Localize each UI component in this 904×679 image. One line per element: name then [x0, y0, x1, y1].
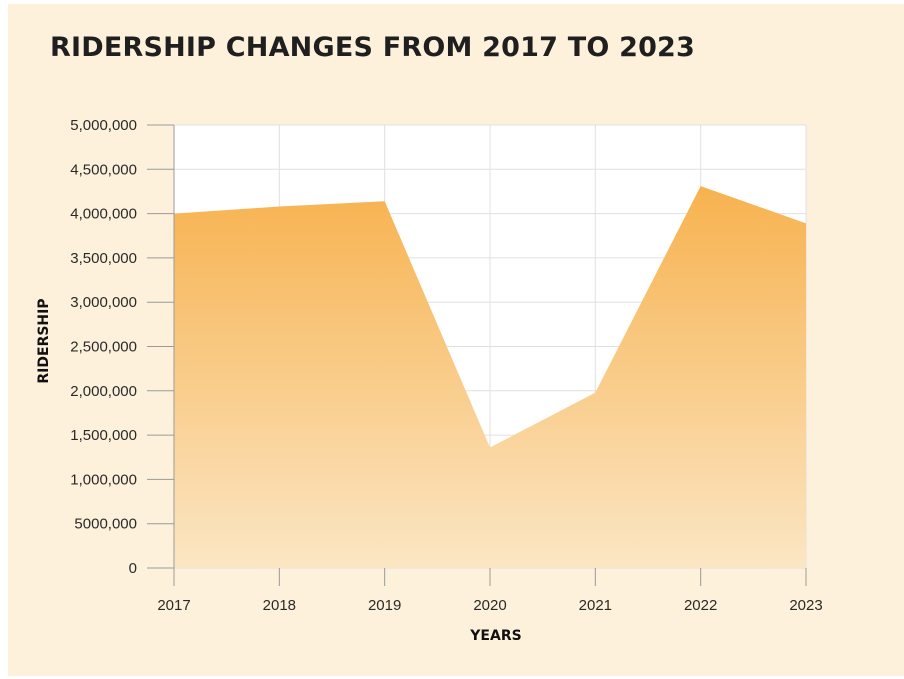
- y-tick-label: 4,500,000: [70, 161, 137, 178]
- y-tick-labels: 0 5000,000 1,000,000 1,500,000 2,000,000 2,50…: [70, 117, 137, 577]
- x-tick-label: 2021: [579, 597, 612, 614]
- y-tick-label: 5000,000: [74, 516, 137, 533]
- x-tick-labels: 2017 2018 2019 2020 2021 2022 2023: [157, 597, 822, 614]
- axes: [147, 124, 807, 586]
- y-tick-label: 4,000,000: [70, 206, 137, 223]
- y-tick-label: 3,500,000: [70, 250, 137, 267]
- y-axis-title: RIDERSHIP: [36, 298, 52, 383]
- chart-title: RIDERSHIP CHANGES FROM 2017 TO 2023: [50, 32, 696, 63]
- x-tick-label: 2019: [368, 597, 401, 614]
- x-tick-label: 2018: [263, 597, 296, 614]
- y-tick-label: 0: [129, 560, 137, 577]
- x-tick-label: 2023: [789, 597, 822, 614]
- y-tick-label: 1,500,000: [70, 427, 137, 444]
- ridership-area: [174, 186, 806, 568]
- y-tick-label: 1,000,000: [70, 471, 137, 488]
- x-axis-title: YEARS: [469, 628, 521, 644]
- y-tick-label: 2,500,000: [70, 339, 137, 356]
- x-tick-label: 2017: [157, 597, 190, 614]
- x-tick-label: 2022: [684, 597, 717, 614]
- y-tick-label: 2,000,000: [70, 383, 137, 400]
- y-tick-label: 3,000,000: [70, 294, 137, 311]
- y-tick-label: 5,000,000: [70, 117, 137, 134]
- x-tick-label: 2020: [473, 597, 506, 614]
